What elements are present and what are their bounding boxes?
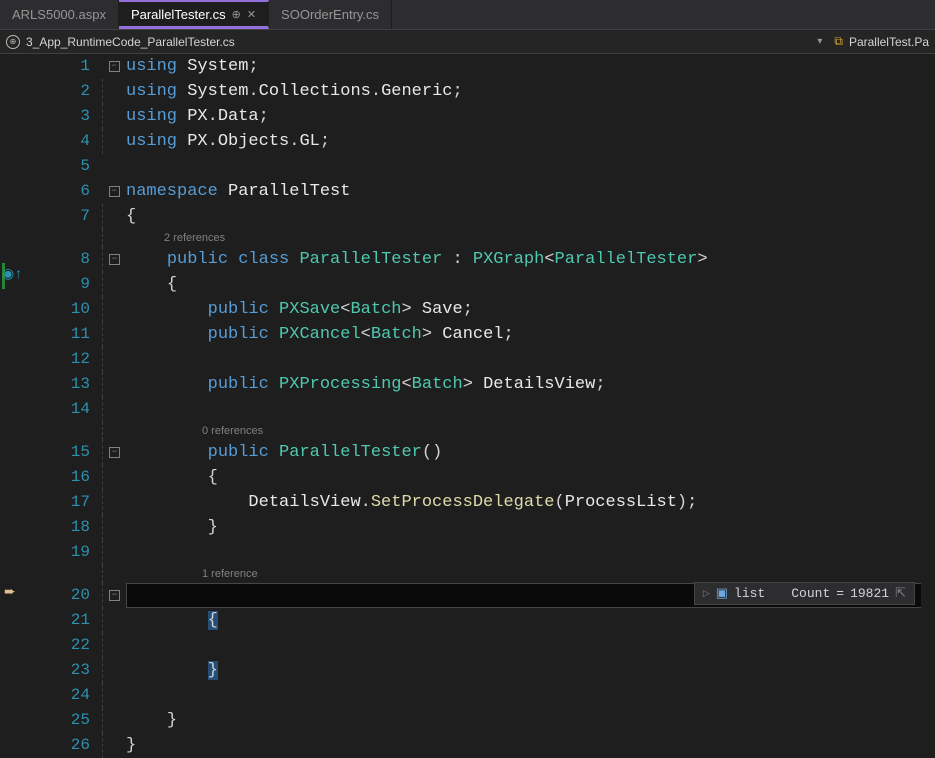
line-number: 7: [22, 204, 90, 229]
tab-bar: ARLS5000.aspx ParallelTester.cs ⊕ ✕ SOOr…: [0, 0, 935, 30]
tab-paralleltester[interactable]: ParallelTester.cs ⊕ ✕: [119, 0, 269, 29]
fold-toggle[interactable]: −: [109, 447, 120, 458]
line-number-gutter: 1 2 3 4 5 6 7 8 9 10 11 12 13 14 15 16 1…: [22, 54, 102, 749]
line-number: 8: [22, 247, 90, 272]
tab-soorderentry[interactable]: SOOrderEntry.cs: [269, 0, 392, 29]
line-number: 22: [22, 633, 90, 658]
line-number: 19: [22, 540, 90, 565]
datatip-value: 19821: [850, 586, 889, 601]
line-number: 26: [22, 733, 90, 758]
line-number: 6: [22, 179, 90, 204]
fold-toggle[interactable]: −: [109, 61, 120, 72]
nav-class-dropdown[interactable]: ⧉ ParallelTest.Pa: [834, 34, 929, 49]
codelens[interactable]: 2 references: [126, 229, 935, 247]
line-number: 17: [22, 490, 90, 515]
line-number: 5: [22, 154, 90, 179]
line-number: 20: [22, 583, 90, 608]
codelens[interactable]: 0 references: [126, 422, 935, 440]
margin-column: ◉↑ ➨: [0, 54, 22, 749]
fold-toggle[interactable]: −: [109, 254, 120, 265]
line-number: 24: [22, 683, 90, 708]
line-number: 4: [22, 129, 90, 154]
tab-label: ARLS5000.aspx: [12, 7, 106, 22]
line-number: 3: [22, 104, 90, 129]
line-number: 11: [22, 322, 90, 347]
navigation-bar: ⊕ 3_App_RuntimeCode_ParallelTester.cs ▾ …: [0, 30, 935, 54]
globe-icon: ⊕: [6, 35, 20, 49]
debug-datatip[interactable]: ▷ ▣ list Count = 19821 ⇱: [694, 582, 915, 605]
vertical-scrollbar[interactable]: [921, 54, 935, 749]
bookmark-icon[interactable]: ◉↑: [2, 266, 23, 283]
equals: =: [836, 586, 844, 601]
line-number: 2: [22, 79, 90, 104]
line-number: 9: [22, 272, 90, 297]
nav-class-label: ParallelTest.Pa: [849, 35, 929, 49]
close-icon[interactable]: ✕: [247, 8, 256, 21]
fold-toggle[interactable]: −: [109, 186, 120, 197]
code-editor[interactable]: ◉↑ ➨ 1 2 3 4 5 6 7 8 9 10 11 12 13 14 15…: [0, 54, 935, 749]
codelens[interactable]: 1 reference: [126, 565, 935, 583]
class-icon: ⧉: [834, 34, 843, 49]
line-number: 12: [22, 347, 90, 372]
line-number: 23: [22, 658, 90, 683]
variable-icon: ▣: [716, 586, 728, 601]
pin-icon[interactable]: ⊕: [232, 8, 241, 21]
datatip-label: Count: [791, 586, 830, 601]
fold-column: − − − − −: [102, 54, 126, 749]
line-number: 18: [22, 515, 90, 540]
code-area[interactable]: using System; using System.Collections.G…: [126, 54, 935, 749]
tab-label: SOOrderEntry.cs: [281, 7, 379, 22]
line-number: 14: [22, 397, 90, 422]
expand-icon[interactable]: ▷: [703, 589, 710, 599]
tab-label: ParallelTester.cs: [131, 7, 226, 22]
line-number: 1: [22, 54, 90, 79]
execution-pointer-icon[interactable]: ➨: [4, 584, 16, 601]
line-number: 15: [22, 440, 90, 465]
tab-arls5000[interactable]: ARLS5000.aspx: [0, 0, 119, 29]
line-number: 16: [22, 465, 90, 490]
line-number: 13: [22, 372, 90, 397]
nav-file-label: 3_App_RuntimeCode_ParallelTester.cs: [26, 35, 235, 49]
chevron-down-icon: ▾: [811, 36, 828, 47]
line-number: 21: [22, 608, 90, 633]
line-number: 25: [22, 708, 90, 733]
line-number: 10: [22, 297, 90, 322]
datatip-var: list: [734, 586, 765, 601]
pin-icon[interactable]: ⇱: [895, 586, 906, 601]
nav-file-dropdown[interactable]: ⊕ 3_App_RuntimeCode_ParallelTester.cs ▾: [6, 35, 828, 49]
fold-toggle[interactable]: −: [109, 590, 120, 601]
